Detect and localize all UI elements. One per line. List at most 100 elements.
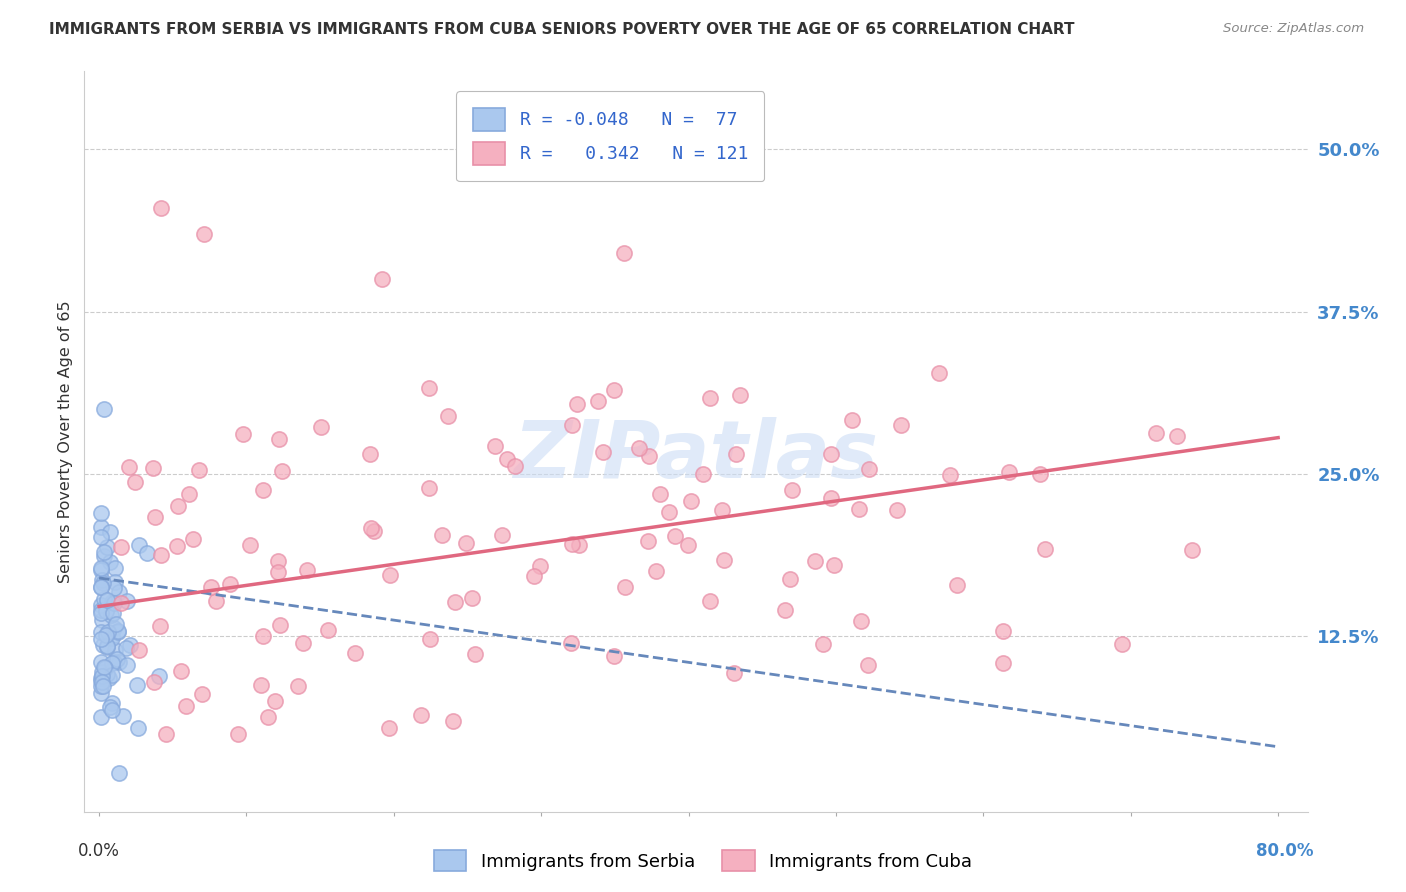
Point (93, 591, 115, 606)
Point (692, 467, 714, 482)
Point (886, 503, 908, 517)
Point (464, 647, 486, 661)
Point (849, 615, 872, 629)
Point (148, 669, 170, 683)
Point (648, 487, 671, 501)
Point (107, 625, 129, 640)
Point (128, 643, 150, 657)
Point (592, 445, 614, 459)
Point (181, 532, 204, 546)
Point (90, 632, 112, 647)
Point (991, 656, 1014, 670)
Point (658, 505, 681, 519)
Point (93, 549, 115, 563)
Point (928, 366, 950, 380)
Point (90, 603, 112, 617)
Point (190, 687, 212, 701)
Point (149, 618, 172, 632)
Point (252, 629, 274, 643)
Point (143, 509, 166, 524)
Point (232, 427, 254, 442)
Text: Source: ZipAtlas.com: Source: ZipAtlas.com (1223, 22, 1364, 36)
Text: ZIPatlas: ZIPatlas (513, 417, 879, 495)
Point (93, 661, 115, 675)
Point (177, 487, 200, 501)
Point (295, 563, 318, 577)
Point (218, 577, 240, 591)
Point (316, 623, 339, 637)
Point (267, 565, 290, 579)
Point (491, 528, 513, 542)
Point (565, 397, 588, 411)
Point (437, 409, 460, 423)
Point (90, 506, 112, 520)
Point (409, 708, 432, 723)
Point (135, 547, 157, 561)
Point (430, 527, 453, 541)
Point (613, 580, 636, 594)
Text: 0.0%: 0.0% (79, 842, 120, 860)
Point (359, 447, 381, 461)
Point (100, 696, 122, 710)
Point (142, 461, 165, 475)
Point (710, 503, 733, 517)
Point (699, 594, 721, 608)
Point (127, 721, 149, 735)
Point (91, 638, 114, 652)
Point (128, 538, 150, 552)
Point (118, 460, 141, 475)
Point (96, 592, 118, 607)
Point (363, 524, 385, 538)
Point (100, 607, 122, 622)
Point (343, 646, 366, 660)
Point (90, 529, 112, 543)
Point (1144, 426, 1167, 441)
Point (90, 685, 112, 699)
Point (90, 519, 112, 533)
Point (100, 594, 122, 608)
Legend: Immigrants from Serbia, Immigrants from Cuba: Immigrants from Serbia, Immigrants from … (426, 843, 980, 879)
Point (267, 433, 290, 447)
Point (371, 272, 394, 286)
Point (998, 466, 1021, 480)
Y-axis label: Seniors Poverty Over the Age of 65: Seniors Poverty Over the Age of 65 (58, 301, 73, 582)
Point (90, 679, 112, 693)
Point (104, 560, 127, 574)
Point (90, 561, 112, 575)
Point (938, 468, 960, 483)
Point (90, 613, 112, 627)
Point (993, 624, 1015, 638)
Point (252, 483, 274, 497)
Point (461, 591, 484, 606)
Point (150, 201, 173, 215)
Point (1035, 542, 1057, 557)
Point (699, 392, 721, 406)
Point (90, 673, 112, 688)
Point (155, 727, 177, 741)
Point (90, 580, 112, 594)
Point (96, 640, 118, 655)
Point (108, 656, 131, 670)
Point (249, 678, 271, 692)
Point (90, 671, 112, 685)
Point (124, 475, 146, 489)
Point (269, 617, 291, 632)
Point (267, 553, 290, 567)
Point (378, 722, 401, 736)
Point (101, 703, 124, 717)
Point (505, 458, 527, 473)
Point (110, 541, 132, 555)
Point (418, 381, 440, 395)
Point (103, 643, 125, 657)
Point (309, 419, 332, 434)
Point (91, 573, 114, 587)
Point (804, 554, 827, 568)
Point (90, 598, 112, 612)
Point (823, 558, 845, 573)
Point (679, 494, 702, 508)
Point (149, 548, 172, 562)
Point (820, 447, 842, 461)
Point (890, 417, 912, 432)
Point (96, 639, 118, 653)
Point (170, 665, 193, 679)
